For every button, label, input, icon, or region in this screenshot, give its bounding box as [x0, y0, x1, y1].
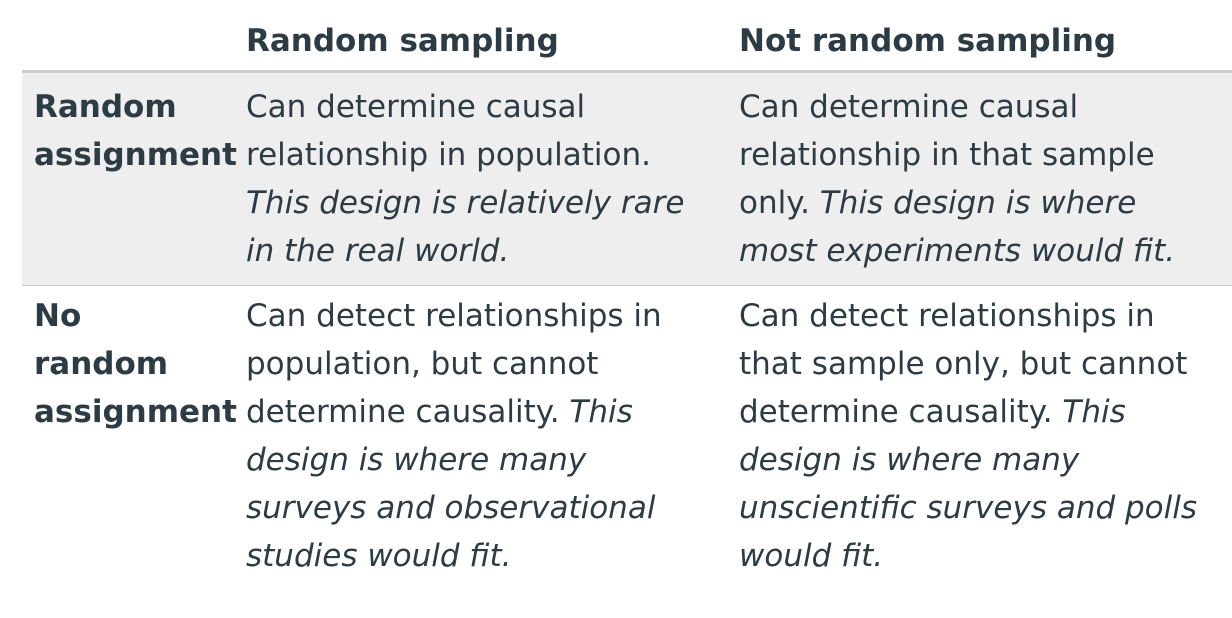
table-cell: Can detect relationships in that sample … — [727, 285, 1232, 586]
table-header: Random sampling Not random sampling — [22, 8, 1232, 73]
cell-text: Can detect relationships in population, … — [246, 298, 662, 430]
table-body: Random assignment Can determine causal r… — [22, 71, 1232, 586]
header-row: Random sampling Not random sampling — [22, 8, 1232, 73]
cell-note: This design is where most experiments wo… — [739, 185, 1176, 269]
header-not-random-sampling: Not random sampling — [727, 8, 1232, 73]
sampling-assignment-table: Random sampling Not random sampling Rand… — [22, 8, 1232, 586]
cell-note: This design is where many unscientific s… — [739, 394, 1198, 574]
table-row: Random assignment Can determine causal r… — [22, 71, 1232, 286]
cell-text: Can determine causal relationship in tha… — [739, 89, 1155, 221]
cell-note: This design is relatively rare in the re… — [246, 185, 685, 269]
row-label-random-assignment: Random assignment — [34, 89, 237, 173]
header-corner — [22, 8, 234, 73]
table-cell: Can determine causal relationship in pop… — [234, 72, 727, 286]
table-cell: Can detect relationships in population, … — [234, 285, 727, 586]
table-cell: Can determine causal relationship in tha… — [727, 72, 1232, 286]
cell-text: Can determine causal relationship in pop… — [246, 89, 651, 173]
header-random-sampling: Random sampling — [234, 8, 727, 73]
cell-text: Can detect relationships in that sample … — [739, 298, 1188, 430]
cell-note: This design is where many surveys and ob… — [246, 394, 656, 574]
table-row: No random assignment Can detect relation… — [22, 285, 1232, 586]
row-label-no-random-assignment: No random assignment — [22, 285, 237, 586]
